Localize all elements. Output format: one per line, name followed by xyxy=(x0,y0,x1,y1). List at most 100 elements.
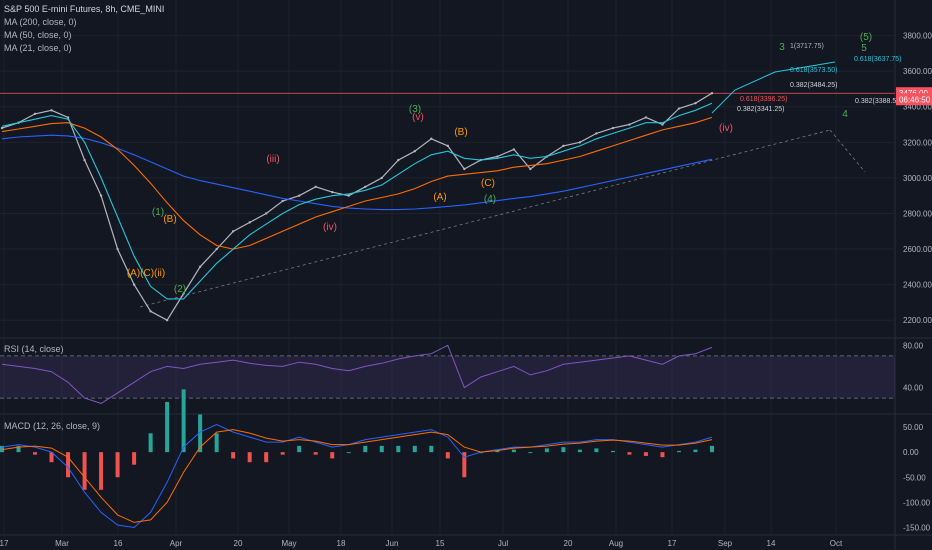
macd-histogram-bar xyxy=(643,452,648,456)
rsi-tick-label: 40.00 xyxy=(903,384,924,393)
macd-histogram-bar xyxy=(115,452,120,478)
price-point xyxy=(281,199,284,203)
rsi-line[interactable] xyxy=(1,344,713,404)
projection-path xyxy=(711,61,836,114)
ma-line-2[interactable] xyxy=(1,116,713,250)
ma-line-3[interactable] xyxy=(1,102,713,300)
price-point xyxy=(264,212,268,215)
fib-label: 0.382(3341.25) xyxy=(737,106,784,113)
wave-label: (iii) xyxy=(266,154,279,165)
price-point xyxy=(364,185,367,188)
price-tick-label: 3400.00 xyxy=(903,103,932,112)
price-point xyxy=(0,126,4,130)
macd-histogram-bar xyxy=(627,452,632,455)
macd-histogram-bar xyxy=(330,452,335,459)
macd-histogram-bar xyxy=(132,452,137,465)
wave-label: (iv) xyxy=(719,123,733,134)
price-point xyxy=(248,221,251,224)
time-tick-label: Mar xyxy=(55,539,69,548)
price-point xyxy=(83,158,86,162)
price-point xyxy=(562,144,565,148)
signal-line[interactable] xyxy=(1,429,713,523)
price-point xyxy=(611,126,615,130)
macd-histogram-bar xyxy=(313,452,318,455)
price-axis-badge-label: 06:46:50 xyxy=(899,95,931,104)
time-tick-label: 17 xyxy=(668,539,677,548)
macd-histogram-bar xyxy=(49,452,54,463)
macd-histogram-bar xyxy=(693,449,698,453)
price-point xyxy=(644,116,648,119)
rsi-tick-label: 80.00 xyxy=(903,341,924,350)
price-tick-label: 3800.00 xyxy=(903,32,932,41)
macd-histogram-bar xyxy=(594,448,599,453)
macd-tick-label: -150.00 xyxy=(903,523,931,532)
fib-label: 1(3717.75) xyxy=(790,43,824,50)
wave-label: (2) xyxy=(174,284,186,295)
axes: 2200.002400.002600.002800.003000.003200.… xyxy=(0,32,932,548)
price-point xyxy=(215,247,218,251)
macd-histogram-bar xyxy=(544,448,549,453)
macd-histogram-bar xyxy=(528,452,533,454)
ma-line-1[interactable] xyxy=(1,134,713,211)
macd-title: MACD (12, 26, close, 9) xyxy=(4,421,101,431)
macd-tick-label: 50.00 xyxy=(903,423,924,432)
time-tick-label: Sep xyxy=(718,539,733,548)
price-point xyxy=(314,185,317,188)
macd-histogram-bar xyxy=(264,452,269,463)
price-pane[interactable]: (1)(B)(A)(C)(ii)(2)(iii)(iv)(3)(v)(B)(A)… xyxy=(0,32,902,322)
macd-histogram-bar xyxy=(181,389,186,453)
macd-histogram-bar xyxy=(396,445,401,453)
macd-histogram-bar xyxy=(577,449,582,453)
macd-histogram-bar xyxy=(99,452,104,490)
macd-tick-label: -50.00 xyxy=(903,473,926,482)
wave-label: 3 xyxy=(779,42,785,53)
wave-label: 4 xyxy=(842,109,848,120)
macd-pane[interactable] xyxy=(0,389,714,529)
price-line[interactable] xyxy=(1,92,713,321)
price-point xyxy=(298,194,301,197)
price-point xyxy=(496,155,499,158)
price-point xyxy=(430,137,433,140)
price-point xyxy=(677,107,681,110)
ma21-label: MA (21, close, 0) xyxy=(4,43,72,53)
price-point xyxy=(182,292,185,295)
fib-label: 0.618(3396.25) xyxy=(740,96,787,103)
price-point xyxy=(380,176,383,180)
price-point xyxy=(50,109,53,112)
price-point xyxy=(66,116,70,119)
time-tick-label: 17 xyxy=(0,539,9,548)
rsi-pane[interactable] xyxy=(0,344,895,404)
time-tick-label: Jul xyxy=(498,539,508,548)
price-point xyxy=(347,194,350,197)
price-point xyxy=(397,158,400,162)
chart-title: S&P 500 E-mini Futures, 8h, CME_MINI xyxy=(4,4,165,14)
macd-tick-label: -100.00 xyxy=(903,498,931,507)
price-point xyxy=(661,123,664,126)
price-tick-label: 2600.00 xyxy=(903,245,932,254)
fib-label: 0.618(3637.75) xyxy=(854,56,901,63)
macd-histogram-bar xyxy=(429,445,434,453)
wave-label: 5 xyxy=(861,43,867,54)
price-point xyxy=(413,150,416,153)
rsi-band xyxy=(0,355,895,399)
price-tick-label: 2400.00 xyxy=(903,281,932,290)
macd-histogram-bar xyxy=(82,452,87,490)
price-tick-label: 2800.00 xyxy=(903,209,932,218)
time-tick-label: 18 xyxy=(337,539,346,548)
macd-histogram-bar xyxy=(214,433,219,453)
macd-histogram-bar xyxy=(165,401,170,453)
macd-line[interactable] xyxy=(1,423,713,529)
time-tick-label: 20 xyxy=(564,539,573,548)
ma50-label: MA (50, close, 0) xyxy=(4,30,72,40)
macd-histogram-bar xyxy=(297,445,302,453)
price-point xyxy=(595,132,598,135)
ma200-label: MA (200, close, 0) xyxy=(4,17,77,27)
wave-label: (C) xyxy=(481,178,495,189)
time-tick-label: 20 xyxy=(234,539,243,548)
price-point xyxy=(710,92,714,95)
wave-label: (A) xyxy=(433,192,446,203)
projection-line xyxy=(829,129,866,173)
macd-histogram-bar xyxy=(610,450,615,453)
price-point xyxy=(463,167,466,171)
